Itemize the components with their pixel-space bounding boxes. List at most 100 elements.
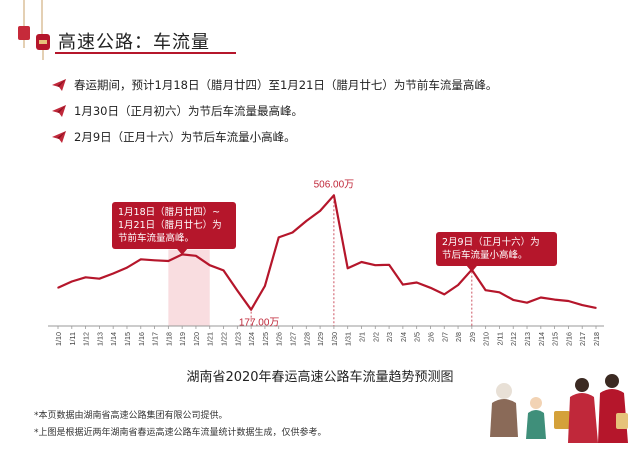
x-tick-label: 2/5 — [413, 332, 422, 342]
data-point — [346, 267, 349, 270]
data-point — [553, 298, 556, 301]
x-tick-label: 1/23 — [233, 332, 242, 346]
data-point — [167, 260, 170, 262]
data-point — [319, 210, 321, 212]
x-tick-label: 2/3 — [385, 332, 394, 342]
x-tick-label: 1/14 — [109, 332, 118, 346]
callout-text: 1月18日（腊月廿四）~ — [118, 206, 220, 218]
data-point — [222, 269, 225, 272]
x-tick-label: 2/8 — [454, 332, 463, 342]
x-tick-label: 1/10 — [54, 332, 63, 346]
data-point — [484, 289, 487, 291]
data-point — [457, 284, 459, 286]
x-tick-label: 1/25 — [261, 332, 270, 346]
x-tick-label: 2/17 — [578, 332, 587, 346]
data-point — [402, 283, 404, 286]
callout-pointer — [177, 249, 188, 255]
x-tick-label: 1/19 — [178, 332, 187, 346]
x-tick-label: 2/9 — [468, 332, 477, 342]
x-tick-label: 1/18 — [164, 332, 173, 346]
footnotes: *本页数据由湖南省高速公路集团有限公司提供。 *上图是根据近两年湖南省春运高速公… — [34, 408, 327, 442]
x-tick-label: 1/11 — [68, 332, 77, 345]
data-point — [84, 276, 87, 279]
x-tick-label: 1/29 — [316, 332, 325, 346]
data-point — [57, 286, 59, 289]
data-point — [305, 220, 308, 222]
data-point — [153, 259, 156, 262]
data-point — [595, 307, 597, 309]
data-point — [195, 254, 197, 257]
callout-text: 2月9日（正月十六）为 — [442, 236, 540, 248]
x-tick-label: 2/18 — [592, 332, 601, 346]
x-tick-label: 1/24 — [247, 332, 256, 346]
data-point — [498, 291, 501, 294]
data-point — [388, 264, 390, 266]
paper-plane-icon — [52, 105, 66, 117]
data-point — [333, 194, 335, 197]
data-point — [360, 261, 363, 263]
x-tick-label: 1/17 — [151, 332, 160, 346]
bullet-text: 1月30日（正月初六）为节后车流量最高峰。 — [74, 104, 303, 118]
data-point — [277, 236, 280, 239]
x-tick-label: 2/1 — [357, 332, 366, 342]
x-tick-label: 2/16 — [564, 332, 573, 346]
data-point — [415, 281, 418, 284]
x-tick-label: 1/28 — [302, 332, 311, 346]
data-point — [540, 296, 542, 299]
data-point — [70, 280, 73, 283]
bullet-item: 1月30日（正月初六）为节后车流量最高峰。 — [52, 98, 497, 124]
bullet-text: 2月9日（正月十六）为节后车流量小高峰。 — [74, 130, 296, 144]
x-tick-label: 1/16 — [137, 332, 146, 346]
footnote: *上图是根据近两年湖南省春运高速公路车流量统计数据生成，仅供参考。 — [34, 428, 327, 438]
x-tick-label: 1/13 — [95, 332, 104, 346]
data-point — [429, 286, 432, 289]
data-point — [264, 285, 266, 287]
x-tick-label: 1/20 — [192, 332, 201, 346]
data-point — [374, 264, 377, 266]
title-underline — [55, 52, 236, 54]
x-tick-label: 1/26 — [275, 332, 284, 346]
callout-pointer — [466, 266, 477, 272]
data-point — [112, 272, 114, 275]
callout-box — [112, 202, 236, 249]
lantern-decoration-icon — [18, 0, 50, 60]
data-point — [208, 264, 211, 266]
x-tick-label: 1/21 — [206, 332, 215, 346]
x-tick-label: 1/30 — [330, 332, 339, 346]
x-tick-label: 2/12 — [509, 332, 518, 346]
data-point — [236, 289, 239, 292]
x-tick-label: 2/15 — [551, 332, 560, 346]
callout-text: 节后车流量小高峰。 — [442, 249, 528, 261]
callout-text: 1月21日（腊月廿七）为 — [118, 219, 222, 231]
data-label: 177.00万 — [239, 318, 280, 329]
callout-text: 节前车流量高峰。 — [118, 232, 194, 244]
data-point — [291, 231, 294, 234]
data-point — [443, 293, 446, 296]
x-tick-label: 2/14 — [537, 332, 546, 346]
data-point — [581, 304, 584, 306]
x-tick-label: 1/22 — [220, 332, 229, 346]
footnote: *本页数据由湖南省高速公路集团有限公司提供。 — [34, 411, 228, 421]
data-point — [512, 299, 515, 301]
x-tick-label: 2/6 — [426, 332, 435, 342]
data-point — [126, 266, 128, 269]
x-tick-label: 1/27 — [289, 332, 298, 346]
data-point — [98, 277, 101, 280]
paper-plane-icon — [52, 131, 66, 143]
x-tick-label: 2/13 — [523, 332, 532, 346]
x-tick-label: 2/4 — [399, 332, 408, 342]
data-point — [139, 258, 142, 261]
series-line — [57, 194, 597, 311]
data-point — [526, 301, 528, 304]
data-point — [250, 308, 252, 311]
bullet-text: 春运期间，预计1月18日（腊月廿四）至1月21日（腊月廿七）为节前车流量高峰。 — [74, 78, 498, 92]
traffic-line-chart: 1/10 1/11 1/12 1/13 1/14 1/15 1/16 1/17 1/18 1/19… — [48, 179, 604, 346]
bullet-item: 春运期间，预计1月18日（腊月廿四）至1月21日（腊月廿七）为节前车流量高峰。 — [52, 72, 497, 98]
x-tick-label: 2/10 — [482, 332, 491, 346]
paper-plane-icon — [52, 79, 66, 91]
bullet-list: 春运期间，预计1月18日（腊月廿四）至1月21日（腊月廿七）为节前车流量高峰。 … — [52, 72, 497, 150]
x-tick-label: 2/7 — [440, 332, 449, 342]
x-tick-label: 2/11 — [495, 332, 504, 345]
data-label: 506.00万 — [314, 179, 355, 190]
